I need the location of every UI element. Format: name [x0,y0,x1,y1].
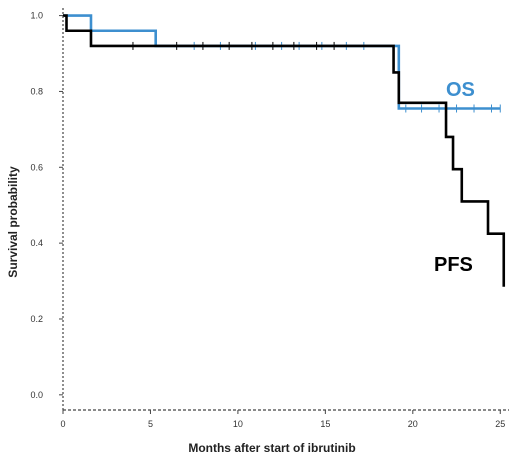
x-axis-title: Months after start of ibrutinib [188,441,355,455]
os-step-curve [63,14,501,110]
x-tick-label: 0 [60,419,65,429]
pfs-step-curve [63,14,506,287]
x-tick-label: 15 [320,419,330,429]
x-axis-ticks: 0 5 10 15 20 25 [60,410,505,429]
y-tick-label: 1.0 [30,11,43,21]
x-tick-label: 20 [408,419,418,429]
x-tick-label: 10 [233,419,243,429]
x-tick-label: 25 [495,419,505,429]
y-axis-ticks: 0.0 0.2 0.4 0.6 0.8 1.0 [30,11,63,400]
os-series-label: OS [446,79,475,101]
pfs-series-label: PFS [434,254,473,276]
y-tick-label: 0.2 [30,314,43,324]
y-tick-label: 0.0 [30,390,43,400]
series-group [63,14,506,287]
y-tick-label: 0.4 [30,238,43,248]
y-tick-label: 0.6 [30,162,43,172]
x-tick-label: 5 [148,419,153,429]
y-axis-title: Survival probability [6,166,20,278]
y-tick-label: 0.8 [30,86,43,96]
